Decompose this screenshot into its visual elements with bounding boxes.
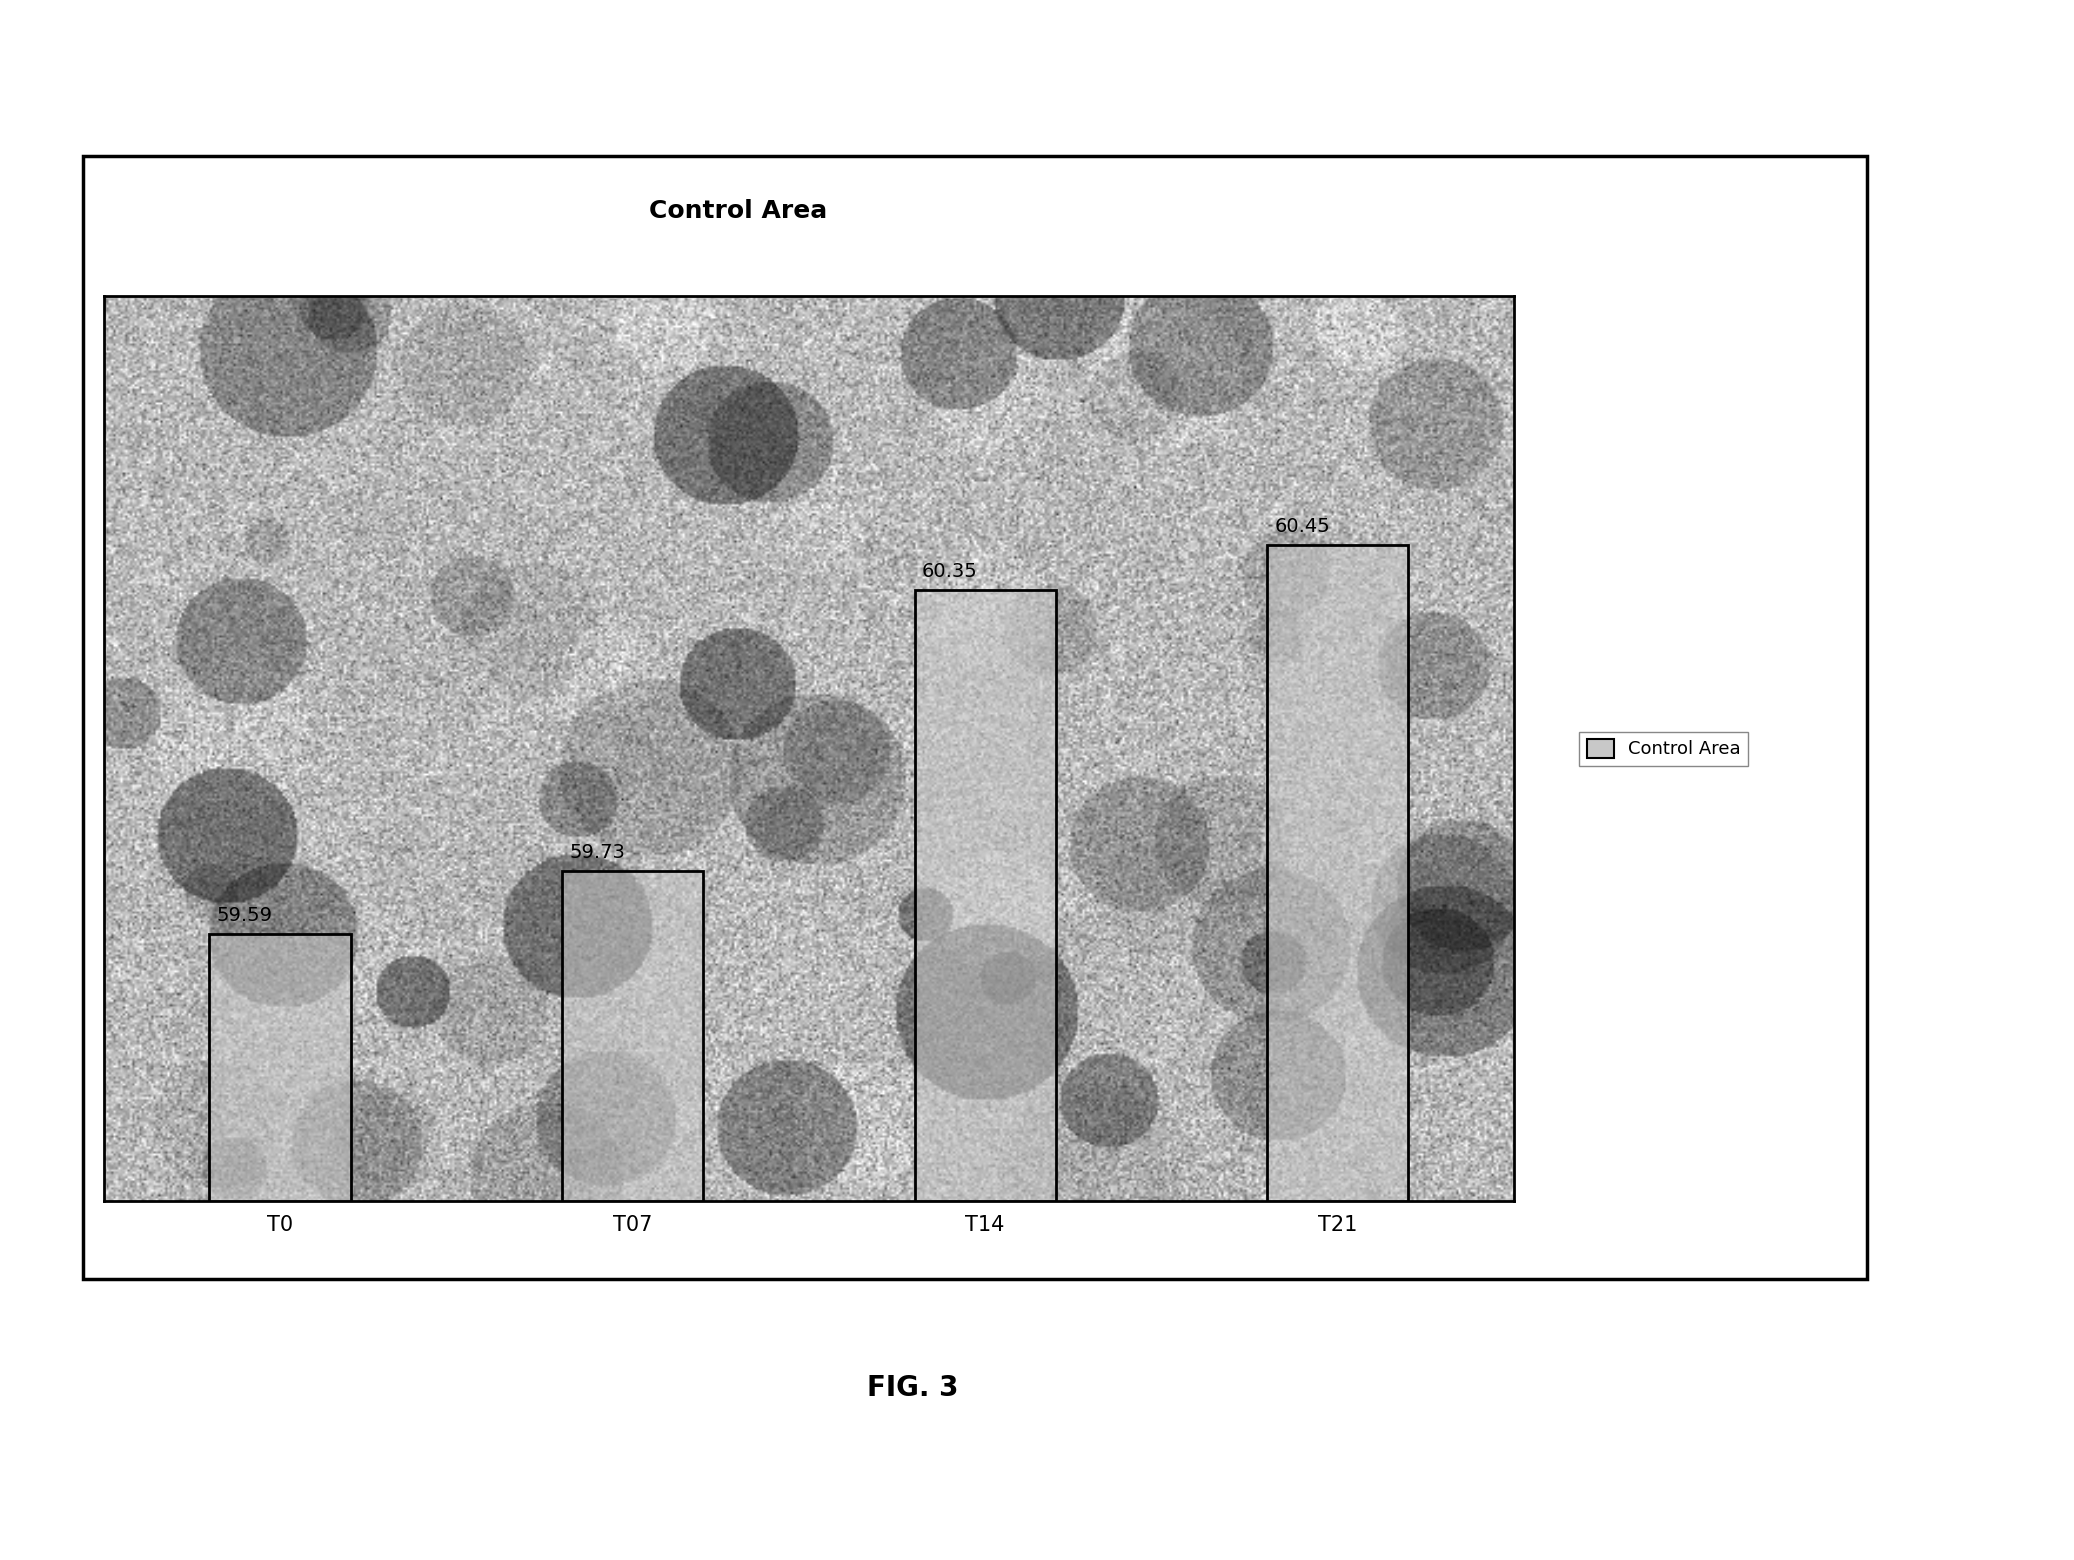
- Legend: Control Area: Control Area: [1580, 732, 1748, 766]
- Bar: [209, 934, 351, 1201]
- Text: Control Area: Control Area: [649, 198, 828, 223]
- Text: 59.73: 59.73: [568, 842, 624, 863]
- Bar: [915, 591, 1056, 1201]
- Text: 60.45: 60.45: [1273, 518, 1329, 537]
- Text: FIG. 3: FIG. 3: [867, 1374, 958, 1402]
- Text: 59.59: 59.59: [216, 906, 272, 925]
- Bar: [562, 870, 703, 1201]
- Bar: [1267, 544, 1408, 1201]
- Text: 60.35: 60.35: [921, 563, 977, 582]
